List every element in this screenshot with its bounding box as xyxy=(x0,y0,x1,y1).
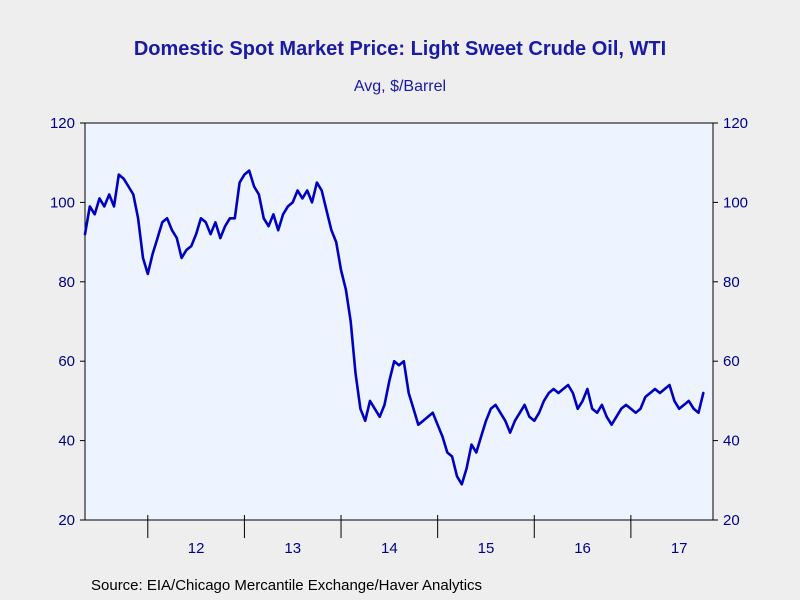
y-tick-label-left: 100 xyxy=(50,194,75,211)
series-layer xyxy=(83,169,705,486)
chart-subtitle: Avg, $/Barrel xyxy=(353,78,447,95)
x-tick-label: 12 xyxy=(188,540,205,557)
y-tick-label-right: 60 xyxy=(723,353,740,370)
y-tick-label-left: 80 xyxy=(58,274,75,291)
y-tick-label-left: 40 xyxy=(58,433,75,450)
y-tick-label-left: 120 xyxy=(50,115,75,132)
chart-title: Domestic Spot Market Price: Light Sweet … xyxy=(133,38,667,60)
y-tick-label-left: 20 xyxy=(58,512,75,529)
y-axis-left: 20 40 60 80 100 120 xyxy=(50,115,85,529)
y-tick-label-right: 40 xyxy=(723,433,740,450)
y-axis-right: 20 40 60 80 100 120 xyxy=(713,115,748,529)
y-tick-label-right: 20 xyxy=(723,512,740,529)
x-tick-label: 14 xyxy=(381,540,398,557)
x-tick-label: 13 xyxy=(284,540,301,557)
x-tick-label: 17 xyxy=(671,540,688,557)
y-tick-label-right: 80 xyxy=(723,274,740,291)
y-tick-label-right: 120 xyxy=(723,115,748,132)
x-tick-label: 16 xyxy=(574,540,591,557)
plot-area xyxy=(84,122,714,521)
source-note: Source: EIA/Chicago Mercantile Exchange/… xyxy=(91,577,483,594)
y-tick-label-right: 100 xyxy=(723,194,748,211)
x-axis: 12 13 14 15 16 17 xyxy=(147,515,688,557)
x-tick-label: 15 xyxy=(478,540,495,557)
y-tick-label-left: 60 xyxy=(58,353,75,370)
